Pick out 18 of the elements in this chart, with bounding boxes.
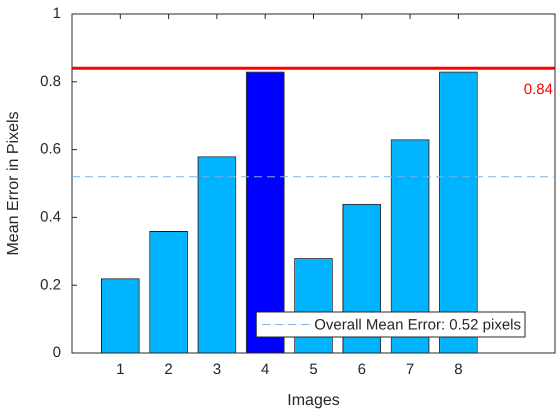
x-tick-label: 4: [261, 361, 270, 378]
y-tick-label: 0.8: [40, 72, 61, 90]
y-tick-label: 0.6: [40, 140, 61, 158]
x-tick-label: 5: [309, 361, 318, 378]
x-axis-title: Images: [287, 392, 340, 409]
x-tick-label: 1: [116, 361, 124, 378]
ref-line-label: 0.84: [524, 80, 553, 98]
y-tick-label: 0.2: [40, 276, 61, 294]
y-axis-title: Mean Error in Pixels: [5, 111, 22, 256]
x-tick-label: 7: [406, 361, 414, 378]
y-tick-label: 0: [52, 344, 61, 362]
x-tick-label: 6: [358, 361, 366, 378]
legend-label: Overall Mean Error: 0.52 pixels: [314, 316, 521, 334]
x-tick-label: 3: [212, 361, 222, 378]
y-tick-label: 1: [52, 5, 61, 22]
y-tick-label: 0.4: [40, 208, 61, 226]
x-tick-label: 2: [164, 361, 173, 378]
x-tick-label: 8: [454, 361, 463, 378]
